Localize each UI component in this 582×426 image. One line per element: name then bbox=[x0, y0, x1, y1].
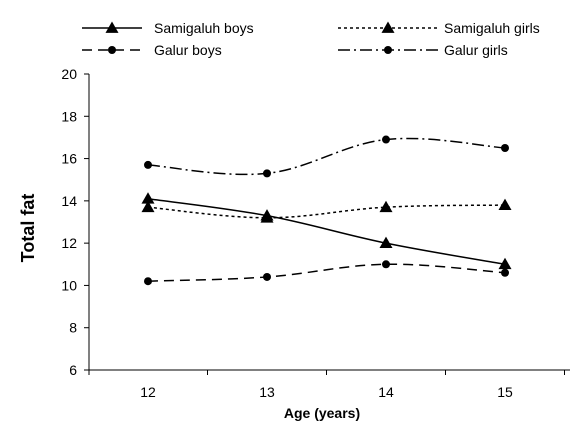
y-axis-ticks: 6 8 10 12 14 16 18 20 bbox=[61, 66, 89, 378]
galur-boys-line bbox=[147, 263, 506, 282]
y-tick-label: 8 bbox=[69, 320, 77, 336]
axis-frame bbox=[88, 74, 570, 371]
samigaluh-boys-marker bbox=[141, 192, 155, 204]
y-tick-label: 16 bbox=[61, 151, 77, 167]
galur-boys-marker bbox=[501, 268, 509, 277]
y-tick-label: 12 bbox=[61, 235, 77, 251]
y-tick-label: 10 bbox=[61, 277, 77, 293]
galur-boys-marker bbox=[144, 277, 152, 286]
samigaluh-girls-marker bbox=[141, 200, 155, 213]
samigaluh-girls-line bbox=[147, 204, 506, 219]
galur-boys-marker bbox=[263, 272, 271, 281]
series-galur-boys bbox=[144, 260, 509, 286]
galur-girls-marker bbox=[501, 144, 509, 152]
samigaluh-girls-marker bbox=[379, 200, 393, 213]
x-axis-ticks: 12 13 14 15 bbox=[88, 370, 565, 400]
y-tick-label: 20 bbox=[61, 66, 77, 82]
y-tick-label: 18 bbox=[61, 108, 77, 124]
galur-girls-line bbox=[147, 137, 506, 176]
x-axis-title: Age (years) bbox=[284, 405, 360, 421]
legend-label: Samigaluh boys bbox=[154, 20, 254, 36]
samigaluh-girls-marker bbox=[498, 198, 512, 210]
legend-label: Galur girls bbox=[444, 42, 508, 58]
samigaluh-boys-line bbox=[147, 198, 506, 266]
x-tick-label: 13 bbox=[259, 384, 275, 400]
series-samigaluh-girls bbox=[141, 198, 512, 223]
legend-item-galur-boys: Galur boys bbox=[82, 42, 222, 58]
legend-samigaluh-boys-marker bbox=[105, 21, 119, 33]
y-tick-label: 6 bbox=[69, 362, 77, 378]
galur-girls-marker bbox=[263, 169, 271, 178]
y-axis-title: Total fat bbox=[18, 194, 38, 263]
galur-boys-marker bbox=[382, 260, 390, 269]
samigaluh-boys-marker bbox=[498, 257, 512, 270]
y-tick-label: 14 bbox=[61, 193, 77, 209]
samigaluh-boys-marker bbox=[379, 236, 393, 249]
axes bbox=[88, 74, 570, 371]
legend-galur-girls-marker bbox=[384, 46, 392, 54]
legend: Samigaluh boys Samigaluh girls Galur boys G… bbox=[82, 20, 540, 58]
legend-label: Samigaluh girls bbox=[444, 20, 540, 36]
x-tick-label: 15 bbox=[497, 384, 513, 400]
samigaluh-girls-marker bbox=[260, 211, 274, 223]
series-group bbox=[141, 135, 512, 286]
x-tick-label: 14 bbox=[378, 384, 394, 400]
series-samigaluh-boys bbox=[141, 192, 512, 270]
legend-samigaluh-girls-marker bbox=[381, 21, 395, 33]
legend-label: Galur boys bbox=[154, 42, 222, 58]
legend-item-samigaluh-boys: Samigaluh boys bbox=[82, 20, 254, 36]
legend-item-galur-girls: Galur girls bbox=[338, 42, 508, 58]
series-galur-girls bbox=[144, 135, 509, 178]
legend-galur-boys-marker bbox=[108, 46, 116, 54]
galur-girls-marker bbox=[382, 135, 390, 144]
legend-item-samigaluh-girls: Samigaluh girls bbox=[338, 20, 540, 36]
galur-girls-marker bbox=[144, 160, 152, 169]
x-tick-label: 12 bbox=[140, 384, 156, 400]
